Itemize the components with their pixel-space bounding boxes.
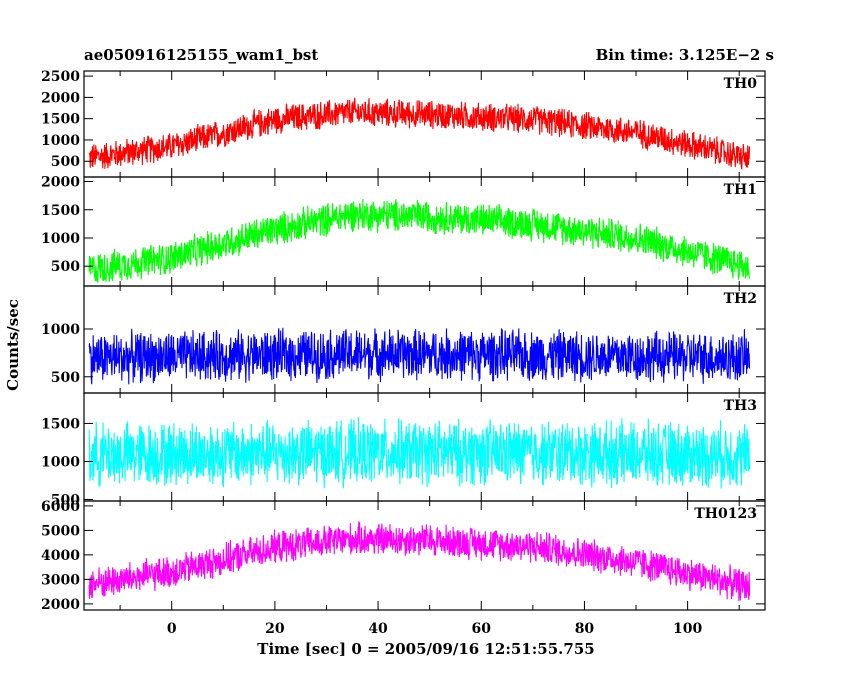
y-tick-label: 2000 bbox=[41, 175, 80, 191]
y-tick-label: 1000 bbox=[41, 231, 80, 247]
series-line-th3 bbox=[88, 416, 751, 489]
series-line-th1 bbox=[88, 199, 751, 283]
series-line-th0123 bbox=[88, 521, 751, 602]
panel-frame bbox=[83, 500, 766, 611]
y-tick-label: 2500 bbox=[41, 69, 80, 85]
chart-title-left: ae050916125155_wam1_bst bbox=[84, 46, 318, 64]
x-axis-label: Time [sec] 0 = 2005/09/16 12:51:55.755 bbox=[257, 640, 594, 658]
y-tick-label: 2000 bbox=[41, 90, 80, 106]
x-tick-label: 60 bbox=[472, 621, 492, 637]
panel-label-th0123: TH0123 bbox=[694, 506, 757, 522]
y-axis-label: Counts/sec bbox=[4, 299, 22, 391]
y-tick-label: 1500 bbox=[41, 416, 80, 432]
chart-title-right: Bin time: 3.125E−2 s bbox=[596, 46, 774, 64]
y-tick-label: 4000 bbox=[41, 548, 80, 564]
series-line-th2 bbox=[88, 327, 751, 385]
y-tick-label: 1500 bbox=[41, 112, 80, 128]
x-tick-label: 100 bbox=[673, 621, 702, 637]
y-tick-label: 500 bbox=[51, 154, 80, 170]
y-tick-label: 500 bbox=[51, 370, 80, 386]
y-tick-label: 2000 bbox=[41, 597, 80, 613]
y-tick-label: 6000 bbox=[41, 499, 80, 515]
panel-frame bbox=[83, 176, 766, 287]
panel-label-th0: TH0 bbox=[724, 76, 758, 92]
x-tick-label: 40 bbox=[368, 621, 388, 637]
panel-label-th3: TH3 bbox=[724, 398, 757, 414]
x-tick-label: 0 bbox=[167, 621, 177, 637]
y-tick-label: 1500 bbox=[41, 203, 80, 219]
y-tick-label: 500 bbox=[51, 259, 80, 275]
y-tick-label: 1000 bbox=[41, 454, 80, 470]
y-tick-label: 1000 bbox=[41, 322, 80, 338]
x-tick-label: 80 bbox=[575, 621, 595, 637]
panel-label-th1: TH1 bbox=[724, 182, 757, 198]
x-tick-label: 20 bbox=[265, 621, 285, 637]
y-tick-label: 5000 bbox=[41, 523, 80, 539]
panel-label-th2: TH2 bbox=[724, 291, 757, 307]
y-tick-label: 1000 bbox=[41, 133, 80, 149]
series-line-th0 bbox=[88, 97, 751, 170]
y-tick-label: 500 bbox=[51, 492, 80, 508]
y-tick-label: 3000 bbox=[41, 572, 80, 588]
